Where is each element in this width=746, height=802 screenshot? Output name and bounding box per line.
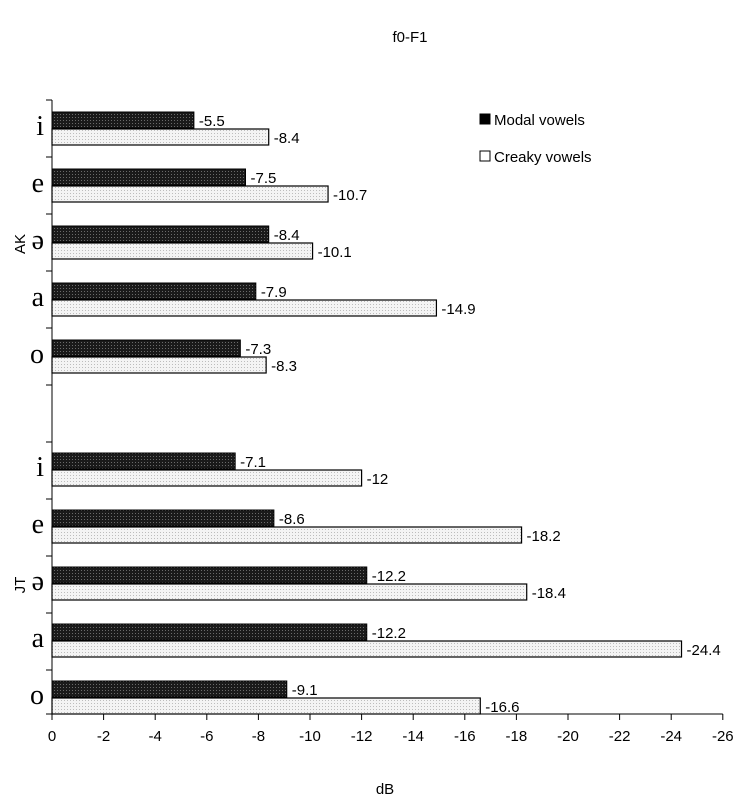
legend-swatch-creaky	[479, 150, 491, 162]
data-label-modal: -5.5	[199, 113, 225, 130]
x-axis-ticks: 0 -2 -4 -6 -8 -10 -12 -14 -16 -18 -20 -22 -24 -26	[48, 714, 734, 745]
legend-label-modal: Modal vowels	[494, 112, 585, 129]
x-axis-label: dB	[376, 781, 394, 798]
x-tick-label: -14	[402, 728, 424, 745]
x-tick-label: -6	[200, 728, 213, 745]
bar-modal	[51, 282, 257, 300]
category-label: o	[30, 339, 44, 370]
data-label-creaky: -24.4	[687, 642, 721, 659]
category-label: ə	[32, 225, 44, 256]
bar-modal	[51, 680, 288, 698]
chart-title: f0-F1	[392, 29, 427, 46]
bar-creaky	[51, 185, 329, 203]
data-label-modal: -8.6	[279, 511, 305, 528]
speaker-label-ak: AK	[12, 234, 29, 254]
bar-modal	[51, 225, 270, 243]
bar-modal	[51, 566, 368, 584]
x-tick-label: -4	[149, 728, 162, 745]
data-label-creaky: -14.9	[441, 301, 475, 318]
category-label: e	[32, 509, 44, 540]
bar-modal	[51, 111, 195, 129]
data-label-modal: -9.1	[292, 682, 318, 699]
bar-modal	[51, 339, 241, 357]
bar-creaky	[51, 356, 267, 374]
data-label-creaky: -10.7	[333, 187, 367, 204]
x-tick-label: -10	[299, 728, 321, 745]
bar-creaky	[51, 526, 523, 544]
x-tick-label: -26	[712, 728, 734, 745]
data-label-creaky: -18.2	[527, 528, 561, 545]
data-label-modal: -7.3	[245, 341, 271, 358]
speaker-label-jt: JT	[12, 577, 29, 594]
bar-modal	[51, 168, 246, 186]
bar-creaky	[51, 128, 270, 146]
legend-swatch-modal	[479, 113, 491, 125]
bar-creaky	[51, 583, 528, 601]
bar-modal	[51, 623, 368, 641]
data-label-modal: -7.9	[261, 284, 287, 301]
legend-label-creaky: Creaky vowels	[494, 149, 592, 166]
data-label-creaky: -8.3	[271, 358, 297, 375]
x-tick-label: -24	[660, 728, 682, 745]
data-label-creaky: -18.4	[532, 585, 566, 602]
data-label-modal: -12.2	[372, 568, 406, 585]
bar-creaky	[51, 299, 438, 317]
category-label: i	[36, 452, 44, 483]
data-label-modal: -7.1	[240, 454, 266, 471]
data-label-creaky: -16.6	[485, 699, 519, 716]
data-label-creaky: -10.1	[318, 244, 352, 261]
data-label-modal: -8.4	[274, 227, 300, 244]
x-tick-label: -2	[97, 728, 110, 745]
x-tick-label: -18	[506, 728, 528, 745]
x-tick-label: -22	[609, 728, 631, 745]
category-label: i	[36, 111, 44, 142]
bar-creaky	[51, 469, 363, 487]
x-tick-label: 0	[48, 728, 56, 745]
bar-creaky	[51, 242, 314, 260]
x-tick-label: -8	[252, 728, 265, 745]
bar-creaky	[51, 640, 683, 658]
bar-modal	[51, 509, 275, 527]
bar-modal	[51, 452, 236, 470]
data-label-creaky: -8.4	[274, 130, 300, 147]
category-label: a	[32, 282, 45, 313]
data-label-modal: -12.2	[372, 625, 406, 642]
category-label: a	[32, 623, 45, 654]
data-label-modal: -7.5	[251, 170, 277, 187]
x-tick-label: -16	[454, 728, 476, 745]
plot-area: i -5.5 -8.4 e -7.5 -10.7 ə -8.4 -10.1 a -7.9 -14.9 o…	[30, 99, 723, 716]
category-label: o	[30, 680, 44, 711]
x-tick-label: -12	[351, 728, 373, 745]
x-tick-label: -20	[557, 728, 579, 745]
bar-creaky	[51, 697, 481, 715]
data-label-creaky: -12	[367, 471, 389, 488]
category-label: ə	[32, 566, 44, 597]
legend: Modal vowels Creaky vowels	[479, 112, 592, 166]
category-label: e	[32, 168, 44, 199]
